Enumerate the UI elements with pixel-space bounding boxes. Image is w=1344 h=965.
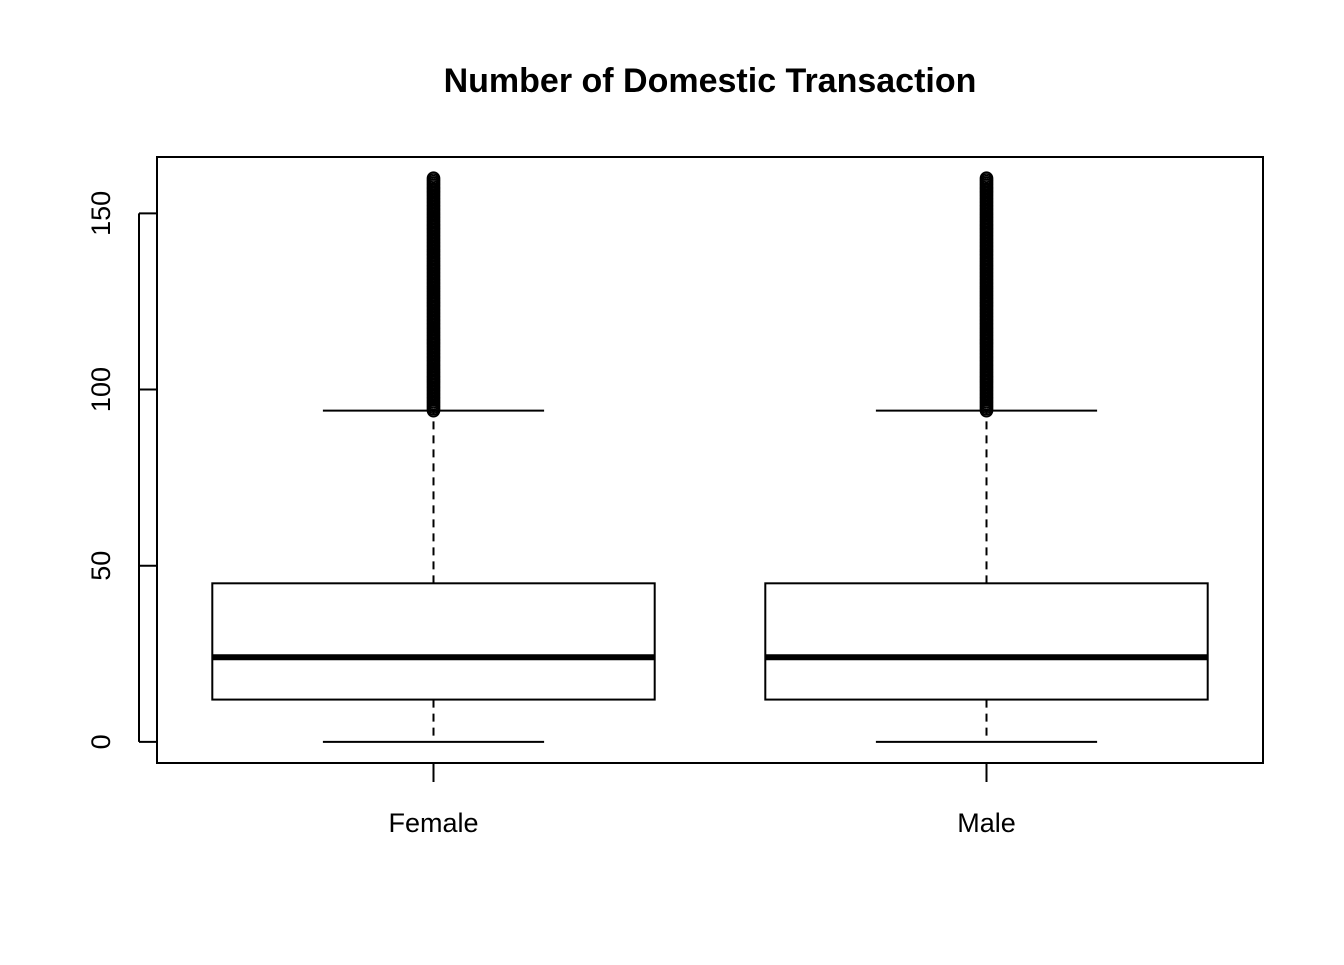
- x-axis: Female Male: [388, 763, 1016, 838]
- outlier-points: [426, 171, 441, 418]
- y-tick-label: 150: [86, 191, 116, 236]
- y-tick-label: 100: [86, 367, 116, 412]
- x-tick-label: Male: [957, 808, 1016, 838]
- iqr-box: [211, 582, 656, 701]
- y-tick-label: 50: [86, 551, 116, 581]
- x-tick-label: Female: [388, 808, 478, 838]
- boxes-group: [211, 171, 1209, 743]
- chart-title: Number of Domestic Transaction: [444, 62, 977, 100]
- y-axis: 0 50 100 150: [86, 191, 157, 749]
- iqr-box: [764, 582, 1209, 701]
- outlier-point: [426, 171, 441, 185]
- box-female: [211, 171, 656, 743]
- plot-frame: [156, 156, 1264, 764]
- outlier-point: [979, 171, 994, 185]
- outlier-points: [979, 171, 994, 418]
- y-tick-label: 0: [86, 734, 116, 749]
- box-male: [764, 171, 1209, 743]
